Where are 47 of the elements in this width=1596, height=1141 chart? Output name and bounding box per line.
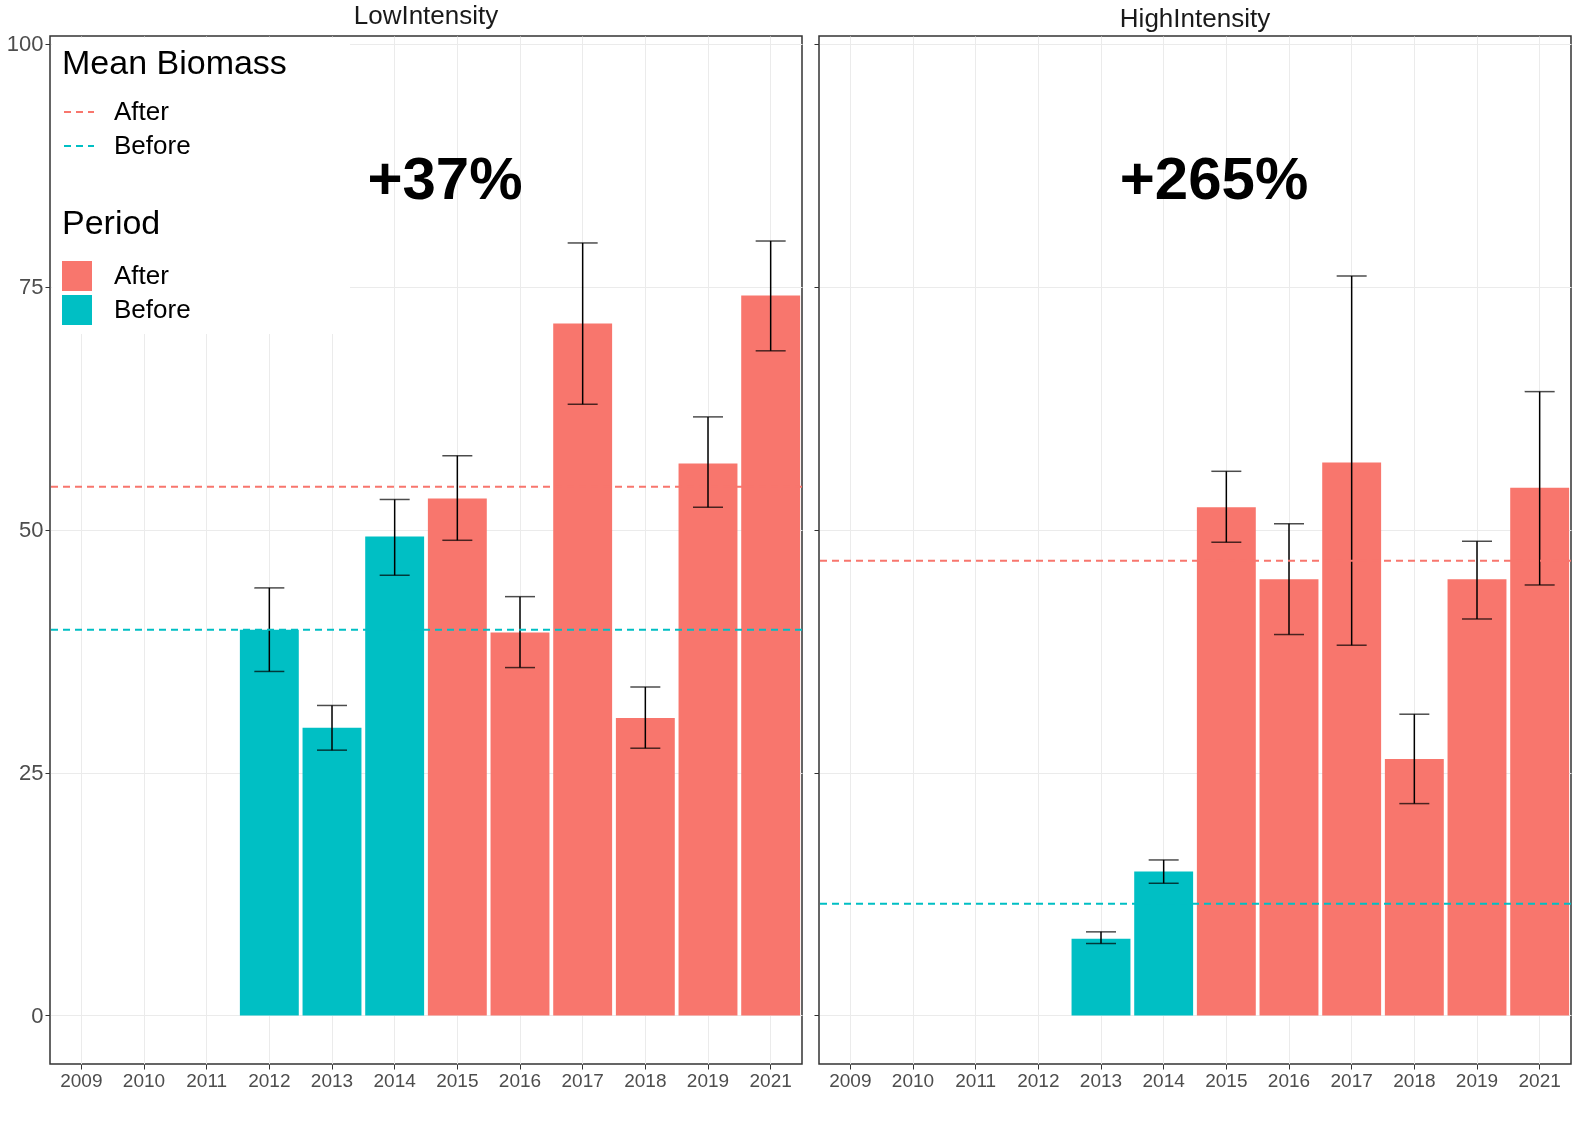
x-tick-label: 2017	[1330, 1069, 1373, 1091]
x-tick-label: 2012	[248, 1069, 291, 1091]
bar	[1259, 579, 1319, 1016]
bar	[490, 632, 550, 1016]
x-tick-label: 2012	[1017, 1069, 1060, 1091]
x-tick-label: 2017	[561, 1069, 604, 1091]
x-tick-label: 2011	[186, 1069, 228, 1091]
x-tick-label: 2018	[1393, 1069, 1436, 1091]
bar	[1447, 579, 1507, 1016]
x-tick-label: 2014	[373, 1069, 417, 1091]
x-tick-label: 2018	[624, 1069, 667, 1091]
bar	[615, 718, 675, 1016]
x-tick-label: 2011	[955, 1069, 997, 1091]
bar	[1384, 758, 1444, 1016]
annotation: +265%	[1119, 145, 1309, 212]
x-tick-label: 2019	[686, 1069, 730, 1091]
legend-label: Before	[114, 294, 191, 324]
x-tick-label: 2009	[60, 1069, 103, 1091]
bar	[1071, 938, 1131, 1016]
x-tick-label: 2013	[1079, 1069, 1123, 1091]
bar	[427, 498, 487, 1016]
x-tick-label: 2015	[436, 1069, 479, 1091]
legend-label: Before	[114, 130, 191, 160]
x-tick-label: 2013	[310, 1069, 354, 1091]
legend-title: Period	[62, 203, 161, 241]
x-tick-label: 2010	[122, 1069, 166, 1091]
chart-title: HighIntensity	[1119, 3, 1271, 33]
annotation: +37%	[367, 145, 523, 212]
legend-label: After	[114, 260, 170, 290]
x-tick-label: 2009	[829, 1069, 872, 1091]
x-tick-label: 2019	[1455, 1069, 1499, 1091]
y-tick-label: 50	[19, 517, 44, 543]
x-tick-label: 2016	[1267, 1069, 1311, 1091]
y-tick-label: 75	[19, 274, 44, 300]
x-tick-label: 2010	[891, 1069, 935, 1091]
legend-label: After	[114, 96, 170, 126]
y-tick-label: 100	[6, 31, 44, 57]
x-tick-label: 2014	[1142, 1069, 1186, 1091]
x-tick-label: 2016	[498, 1069, 542, 1091]
annotation: Mean Biomass	[62, 43, 287, 81]
x-tick-label: 2021	[749, 1069, 792, 1091]
y-tick-label: 25	[19, 760, 44, 786]
bar	[302, 727, 362, 1016]
chart-title: LowIntensity	[353, 0, 499, 30]
x-tick-label: 2021	[1518, 1069, 1561, 1091]
y-tick-label: 0	[31, 1002, 44, 1028]
x-tick-label: 2015	[1205, 1069, 1248, 1091]
